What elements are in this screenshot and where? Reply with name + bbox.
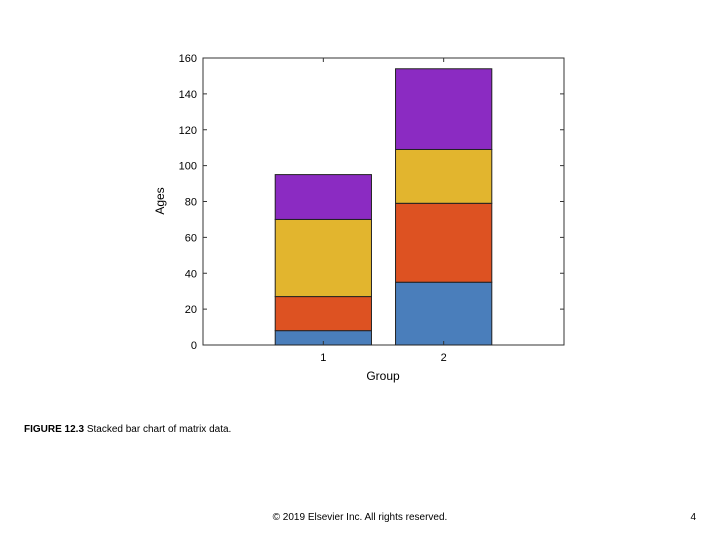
y-tick-label: 60 — [185, 232, 197, 244]
bar-segment-group1-layer3 — [274, 218, 372, 298]
y-axis-label: Ages — [153, 187, 167, 214]
figure-caption-text: Stacked bar chart of matrix data. — [86, 424, 232, 435]
bar-segment-group2-layer1 — [395, 281, 493, 346]
bar-segment-group1-layer4 — [274, 174, 372, 220]
figure-caption-label: FIGURE 12.3 — [24, 424, 85, 435]
y-tick-label: 40 — [185, 268, 197, 280]
x-tick-label: 2 — [441, 352, 447, 364]
bars-group — [274, 68, 493, 346]
x-tick-label: 1 — [320, 352, 326, 364]
y-tick-label: 100 — [179, 161, 197, 173]
bar-segment-group2-layer3 — [395, 148, 493, 204]
y-tick-label: 140 — [179, 89, 197, 101]
bar-segment-group1-layer2 — [274, 296, 372, 332]
y-axis: 0 20 40 60 80 100 120 140 160 — [179, 53, 564, 352]
bar-segment-group2-layer4 — [395, 68, 493, 150]
y-tick-label: 20 — [185, 304, 197, 316]
x-axis-label: Group — [366, 369, 400, 383]
plot-area — [202, 57, 565, 346]
page-number: 4 — [690, 512, 696, 523]
y-tick-label: 0 — [191, 340, 197, 352]
figure-caption: FIGURE 12.3 Stacked bar chart of matrix … — [24, 424, 231, 435]
y-tick-label: 80 — [185, 197, 197, 209]
y-tick-label: 120 — [179, 125, 197, 137]
bar-segment-group2-layer2 — [395, 202, 493, 283]
copyright-notice: © 2019 Elsevier Inc. All rights reserved… — [272, 512, 448, 523]
y-tick-label: 160 — [179, 53, 197, 65]
